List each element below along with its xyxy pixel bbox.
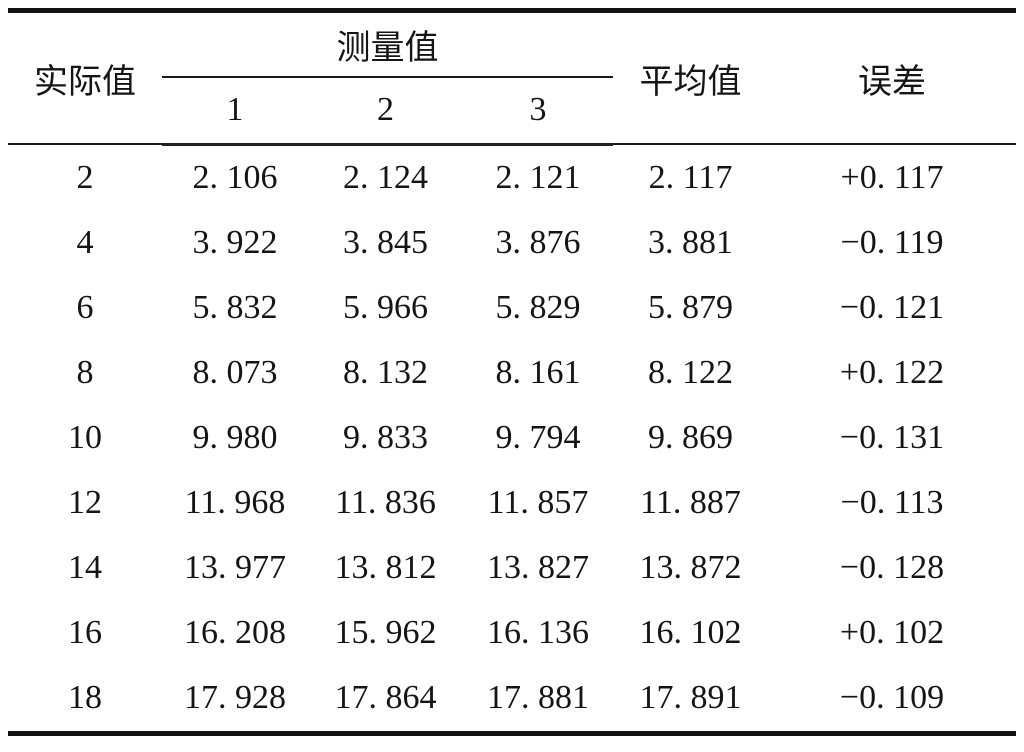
column-header-measured-value: 测量值 bbox=[162, 10, 613, 78]
cell-measurement-2: 15. 962 bbox=[334, 614, 437, 651]
cell-measurement-2: 3. 845 bbox=[343, 224, 428, 261]
cell-measurement-3: 11. 857 bbox=[487, 484, 589, 521]
cell-measurement-2: 9. 833 bbox=[343, 419, 428, 456]
column-header-actual-value: 实际值 bbox=[8, 10, 162, 145]
cell-measurement-1: 3. 922 bbox=[192, 224, 278, 261]
cell-error: −0. 131 bbox=[839, 419, 945, 456]
cell-actual-value: 14 bbox=[68, 549, 102, 586]
table-row: 10 9. 980 9. 833 9. 794 9. 869 −0. 131 bbox=[8, 406, 1016, 471]
cell-actual-value: 6 bbox=[76, 289, 94, 326]
cell-measurement-1: 11. 968 bbox=[184, 484, 286, 521]
cell-actual-value: 16 bbox=[68, 614, 102, 651]
cell-average-value: 16. 102 bbox=[639, 614, 742, 651]
subcolumn-header-3: 3 bbox=[463, 76, 613, 146]
cell-error: +0. 102 bbox=[839, 614, 945, 651]
cell-measurement-1: 13. 977 bbox=[184, 549, 286, 586]
cell-error: +0. 117 bbox=[840, 158, 944, 196]
cell-actual-value: 8 bbox=[76, 354, 94, 391]
table-row: 14 13. 977 13. 812 13. 827 13. 872 −0. 1… bbox=[8, 536, 1016, 601]
cell-actual-value: 2 bbox=[76, 158, 94, 196]
cell-error: −0. 128 bbox=[839, 549, 945, 586]
cell-actual-value: 18 bbox=[68, 679, 102, 716]
cell-error: −0. 121 bbox=[839, 289, 945, 326]
cell-measurement-3: 3. 876 bbox=[495, 224, 581, 261]
cell-measurement-3: 2. 121 bbox=[495, 159, 581, 196]
table-row: 12 11. 968 11. 836 11. 857 11. 887 −0. 1… bbox=[8, 471, 1016, 536]
cell-actual-value: 10 bbox=[68, 419, 102, 456]
table-row: 2 2. 106 2. 124 2. 121 2. 117 +0. 117 bbox=[8, 144, 1016, 211]
cell-measurement-2: 5. 966 bbox=[343, 289, 428, 326]
cell-average-value: 17. 891 bbox=[639, 679, 742, 716]
cell-measurement-2: 11. 836 bbox=[335, 484, 436, 521]
column-header-average-value: 平均值 bbox=[613, 10, 768, 145]
cell-average-value: 9. 869 bbox=[648, 419, 733, 456]
cell-measurement-3: 13. 827 bbox=[487, 549, 589, 586]
cell-measurement-1: 2. 106 bbox=[192, 159, 278, 196]
cell-average-value: 8. 122 bbox=[648, 354, 733, 391]
table-body: 2 2. 106 2. 124 2. 121 2. 117 +0. 117 4 … bbox=[8, 144, 1016, 733]
cell-average-value: 5. 879 bbox=[648, 289, 733, 326]
cell-error: +0. 122 bbox=[839, 354, 945, 391]
cell-measurement-1: 5. 832 bbox=[192, 289, 278, 326]
cell-measurement-1: 8. 073 bbox=[192, 354, 278, 391]
cell-average-value: 11. 887 bbox=[640, 484, 741, 521]
column-header-error: 误差 bbox=[768, 10, 1016, 145]
cell-error: −0. 119 bbox=[840, 224, 944, 261]
subcolumn-header-2: 2 bbox=[308, 76, 463, 146]
table-row: 8 8. 073 8. 132 8. 161 8. 122 +0. 122 bbox=[8, 341, 1016, 406]
cell-measurement-3: 8. 161 bbox=[495, 354, 581, 391]
cell-measurement-3: 16. 136 bbox=[487, 614, 589, 651]
cell-actual-value: 12 bbox=[68, 484, 102, 521]
header-row-subcolumns: 1 2 3 bbox=[8, 76, 1016, 146]
cell-error: −0. 113 bbox=[840, 484, 944, 521]
cell-average-value: 13. 872 bbox=[639, 549, 742, 586]
cell-measurement-2: 2. 124 bbox=[343, 159, 428, 196]
cell-average-value: 3. 881 bbox=[648, 224, 733, 261]
table-row: 18 17. 928 17. 864 17. 881 17. 891 −0. 1… bbox=[8, 666, 1016, 734]
measurement-error-table: 实际值 测量值 平均值 误差 1 2 3 2 2. 106 2. 124 2. … bbox=[8, 8, 1016, 736]
cell-measurement-2: 8. 132 bbox=[343, 354, 428, 391]
table-row: 6 5. 832 5. 966 5. 829 5. 879 −0. 121 bbox=[8, 276, 1016, 341]
subcolumn-header-1: 1 bbox=[162, 76, 308, 146]
table-header: 实际值 测量值 平均值 误差 1 2 3 bbox=[8, 10, 1016, 146]
cell-measurement-3: 5. 829 bbox=[495, 289, 581, 326]
cell-measurement-2: 17. 864 bbox=[334, 679, 437, 716]
cell-measurement-3: 17. 881 bbox=[487, 679, 589, 716]
table-row: 4 3. 922 3. 845 3. 876 3. 881 −0. 119 bbox=[8, 211, 1016, 276]
cell-actual-value: 4 bbox=[76, 224, 94, 261]
cell-measurement-1: 17. 928 bbox=[184, 679, 286, 716]
cell-error: −0. 109 bbox=[839, 679, 945, 716]
cell-average-value: 2. 117 bbox=[648, 158, 733, 196]
cell-measurement-2: 13. 812 bbox=[334, 549, 437, 586]
cell-measurement-1: 9. 980 bbox=[192, 419, 278, 456]
table-row: 16 16. 208 15. 962 16. 136 16. 102 +0. 1… bbox=[8, 601, 1016, 666]
cell-measurement-3: 9. 794 bbox=[495, 419, 581, 456]
cell-measurement-1: 16. 208 bbox=[184, 614, 286, 651]
header-row-group: 实际值 测量值 平均值 误差 bbox=[8, 10, 1016, 145]
